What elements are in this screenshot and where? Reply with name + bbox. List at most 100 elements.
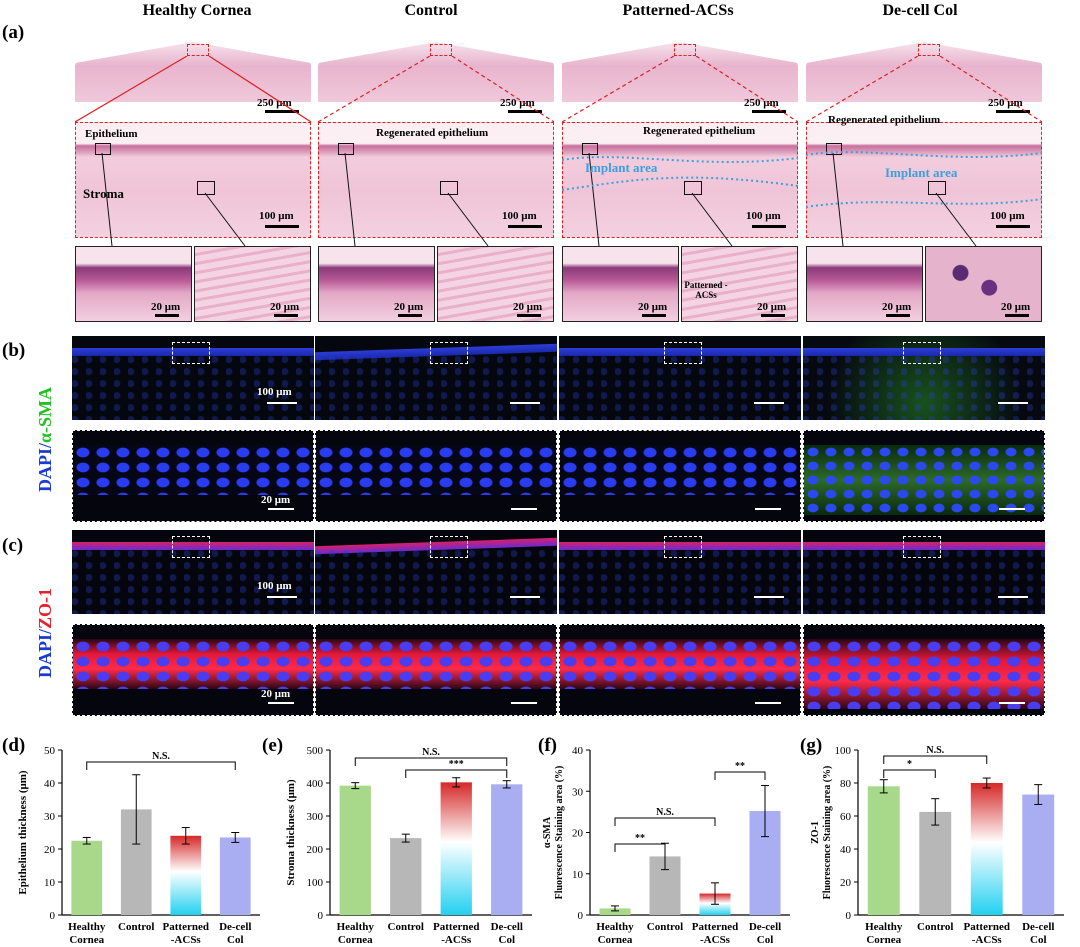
scale-bar [999,702,1025,704]
x-tick-label: -ACSs [700,934,731,946]
y-tick-label: 10 [44,877,56,889]
x-tick-label: De-cell [219,921,251,933]
x-tick-label: Healthy [337,921,375,933]
x-tick-label: -ACSs [171,934,202,946]
inset-region-box [338,143,354,155]
x-tick-label: Healthy [68,921,106,933]
scale-bar [752,110,786,113]
scale-bar [508,225,542,228]
bar-d-3 [219,837,251,915]
scale-bar [510,596,540,598]
scale-bar [274,314,298,317]
implant-area-outline [806,151,1042,208]
he-inset-control-2 [437,246,554,322]
x-tick-label: Cornea [866,934,901,946]
panel-c-side-label: DAPI/ZO-1 [20,548,70,718]
y-tick-label: 0 [578,910,584,922]
scale-bar [268,702,294,704]
zoom-region-box [430,342,468,364]
scale-bar [761,314,785,317]
zoom-region-box [664,342,702,364]
zoom-region-box [172,342,210,364]
y-tick-label: 300 [307,811,324,823]
panel-b-side-label: DAPI/α-SMA [20,355,70,525]
col-title-healthy: Healthy Cornea [142,2,252,19]
implant-area-outline [562,156,798,191]
significance-bracket [614,843,666,852]
label-epithelium: Epithelium [85,128,138,140]
y-tick-label: 30 [572,786,584,798]
panel-letter-b: (b) [2,340,26,361]
panel-b-label-dapi: DAPI/ [34,443,55,493]
panel-b-label-asma: α-SMA [34,387,55,444]
y-tick-label: 40 [840,844,852,856]
zoom-connector [806,56,1042,122]
y-tick-label: 400 [307,778,324,790]
scale-bar [265,225,299,228]
bar-g-0 [867,786,900,915]
scale-bar [510,402,540,404]
bar-g-3 [1022,794,1055,915]
scale-bar [268,508,294,510]
scale-label-20: 20 μm [394,301,424,313]
he-zoom-patterned [562,122,798,238]
chart-d: 0 10 20 30 40 50 Epithelium thickness (μm) Heal… [17,745,260,946]
zoom-connector [562,56,798,122]
he-zoom-healthy [75,122,311,238]
col-title-patterned: Patterned-ACSs [622,2,734,19]
scale-bar [155,314,179,317]
panel-letter-a: (a) [2,22,25,43]
he-zoom-control [318,122,554,238]
panel-letter-d: (d) [2,735,26,756]
x-tick-label: De-cell [749,921,781,933]
b-zoom-patterned [559,430,801,522]
col-title-control: Control [404,2,458,19]
significance-bracket [86,761,236,770]
scale-bar [996,225,1030,228]
scale-label-250: 250 μm [257,97,292,109]
inset-region-box [95,143,111,155]
b-scale-label-20: 20 μm [261,494,291,506]
b-zoom-healthy [72,430,314,522]
scale-label-250: 250 μm [500,97,535,109]
scale-bar [999,508,1025,510]
y-tick-label: 40 [44,778,56,790]
x-tick-label: Col [227,934,244,946]
x-tick-label: Col [499,934,516,946]
c-overview-patterned [559,530,801,614]
bar-e-1 [390,838,422,915]
scale-bar [511,508,537,510]
significance-label: N.S. [152,751,170,762]
y-tick-label: 20 [840,877,852,889]
c-scale-label-100: 100 μm [257,580,292,592]
y-tick-label: 200 [307,844,324,856]
y-tick-label: 60 [840,811,852,823]
scale-label-250: 250 μm [988,97,1023,109]
significance-bracket [405,769,508,778]
scale-label-250: 250 μm [744,97,779,109]
scale-bar [508,110,542,113]
scale-bar [267,402,297,404]
c-overview-control [315,530,557,614]
zoom-region-box [918,44,940,56]
x-tick-label: De-cell [1022,921,1054,933]
y-axis-label: Epithelium thickness (μm) [17,770,29,895]
x-tick-label: Patterned [692,921,738,933]
he-inset-decell-2 [925,246,1042,322]
col-title-decell: De-cell Col [882,2,958,19]
significance-label: * [907,759,912,770]
scale-label-100: 100 μm [990,210,1025,222]
scale-bar [398,314,422,317]
y-tick-label: 0 [318,910,324,922]
zoom-region-box [903,536,941,558]
scale-bar [755,702,781,704]
scale-label-100: 100 μm [746,210,781,222]
label-regenerated-control: Regenerated epithelium [376,127,489,139]
scale-label-100: 100 μm [502,210,537,222]
x-tick-label: Control [388,921,424,933]
significance-bracket [883,769,936,778]
x-tick-label: Cornea [338,934,373,946]
x-tick-label: -ACSs [441,934,472,946]
label-stroma: Stroma [83,186,124,201]
c-zoom-patterned [559,624,801,716]
